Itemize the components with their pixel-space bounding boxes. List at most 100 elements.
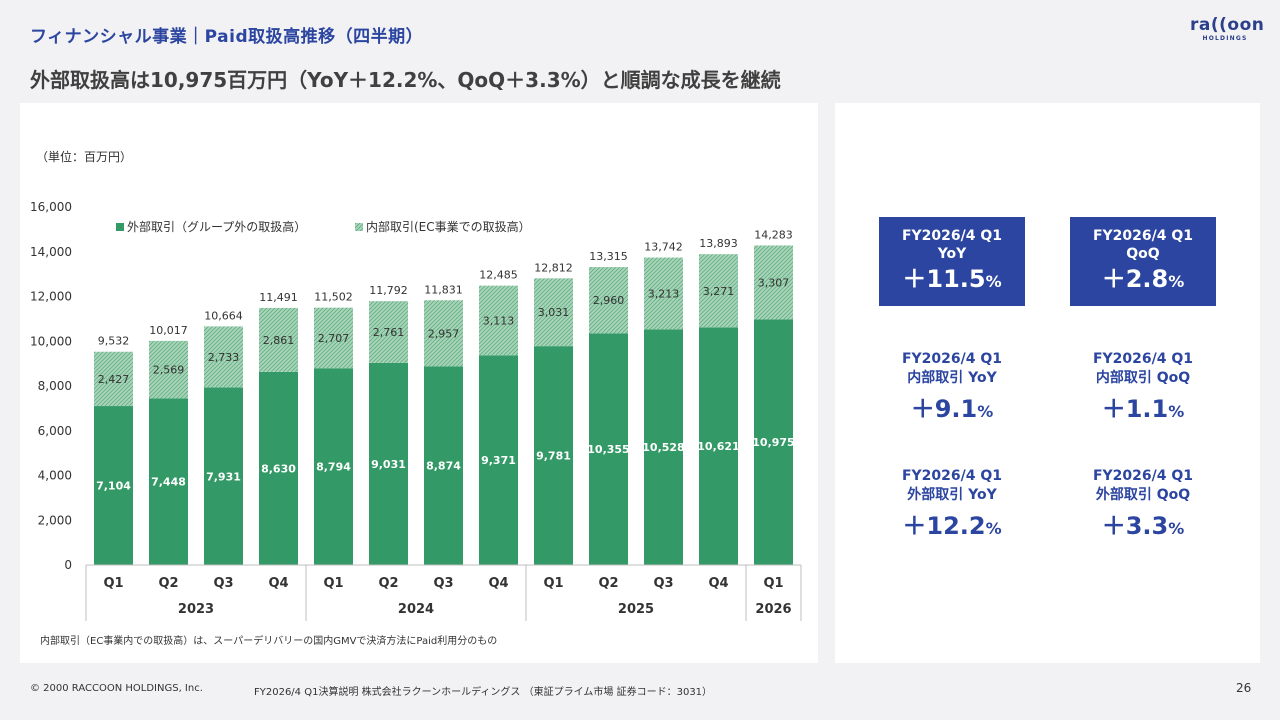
x-tick-label: Q3 (653, 576, 673, 591)
bar-external (369, 362, 408, 565)
data-label-external: 8,630 (261, 462, 296, 475)
kpi-period: FY2026/4 Q1 (901, 468, 1003, 484)
bar-external (589, 333, 628, 565)
data-label-external: 8,794 (316, 461, 351, 474)
kpi-value: ＋2.8% (1101, 265, 1185, 293)
bar-external (699, 327, 738, 565)
x-group-label: 2026 (755, 602, 791, 617)
data-label-total: 11,792 (369, 284, 408, 297)
data-label-total: 13,893 (699, 237, 738, 250)
data-label-total: 11,491 (259, 291, 298, 304)
kpi-value: ＋12.2% (902, 512, 1002, 540)
bar-external (94, 406, 133, 565)
data-label-external: 9,781 (536, 450, 571, 463)
data-label-internal: 2,761 (373, 326, 405, 339)
data-label-external: 7,104 (96, 480, 131, 493)
data-label-total: 12,812 (534, 261, 573, 274)
data-label-internal: 2,707 (318, 332, 350, 345)
data-label-internal: 2,569 (153, 364, 185, 377)
bar-internal (534, 278, 573, 347)
data-label-total: 11,831 (424, 283, 463, 296)
bar-internal (369, 301, 408, 363)
y-tick-label: 0 (64, 558, 72, 572)
data-label-internal: 2,957 (428, 327, 460, 340)
kpi-value: ＋1.1% (1101, 395, 1185, 423)
x-group-label: 2024 (398, 602, 434, 617)
bar-internal (94, 351, 133, 407)
x-tick-label: Q4 (488, 576, 508, 591)
bar-external (534, 346, 573, 565)
x-tick-label: Q4 (268, 576, 288, 591)
kpi-metric: 内部取引 YoY (907, 370, 997, 386)
chart-footnote: 内部取引（EC事業内での取扱高）は、スーパーデリバリーの国内GMVで決済方法にP… (40, 636, 498, 647)
y-tick-label: 2,000 (38, 513, 72, 527)
data-label-total: 13,742 (644, 241, 683, 254)
kpi-period: FY2026/4 Q1 (901, 351, 1003, 367)
bar-internal (479, 285, 518, 356)
y-tick-label: 4,000 (38, 469, 72, 483)
data-label-internal: 3,213 (648, 287, 680, 300)
y-tick-label: 8,000 (38, 379, 72, 393)
kpi-panel (835, 103, 1260, 663)
kpi-total-yoy: FY2026/4 Q1 YoY ＋11.5% (879, 217, 1025, 306)
data-label-internal: 3,031 (538, 306, 570, 319)
logo-wordmark: ra((oon (1190, 15, 1265, 35)
x-tick-label: Q3 (213, 576, 233, 591)
x-group-label: 2025 (618, 602, 654, 617)
logo-subtitle: HOLDINGS (1202, 35, 1248, 42)
y-tick-label: 14,000 (30, 245, 72, 259)
x-tick-label: Q2 (598, 576, 618, 591)
bar-external (149, 398, 188, 565)
data-label-internal: 3,113 (483, 314, 515, 327)
kpi-metric: YoY (937, 246, 967, 262)
kpi-metric: 内部取引 QoQ (1095, 370, 1191, 386)
bar-external (479, 355, 518, 565)
data-label-external: 10,528 (642, 441, 684, 454)
bar-external (204, 387, 243, 565)
x-tick-label: Q2 (378, 576, 398, 591)
kpi-external-qoq: FY2026/4 Q1 外部取引 QoQ ＋3.3% (1053, 467, 1233, 544)
page-number: 26 (1236, 681, 1252, 695)
y-tick-label: 16,000 (30, 200, 72, 214)
kpi-internal-qoq: FY2026/4 Q1 内部取引 QoQ ＋1.1% (1053, 350, 1233, 427)
bar-external (754, 319, 793, 565)
x-tick-label: Q2 (158, 576, 178, 591)
data-label-total: 10,017 (149, 324, 188, 337)
data-label-external: 10,355 (587, 443, 629, 456)
x-tick-label: Q1 (103, 576, 123, 591)
kpi-value: ＋3.3% (1101, 512, 1185, 540)
data-label-external: 10,975 (752, 436, 794, 449)
legend-label-internal: 内部取引(EC事業での取扱高） (366, 219, 531, 234)
kpi-value: ＋11.5% (902, 265, 1002, 293)
x-tick-label: Q4 (708, 576, 728, 591)
data-label-internal: 3,271 (703, 285, 735, 298)
kpi-period: FY2026/4 Q1 (901, 228, 1003, 244)
bar-internal (259, 307, 298, 372)
kpi-metric: 外部取引 QoQ (1095, 487, 1191, 503)
bar-internal (149, 340, 188, 399)
data-label-total: 11,502 (314, 291, 353, 304)
bar-internal (204, 326, 243, 388)
y-tick-label: 6,000 (38, 424, 72, 438)
kpi-period: FY2026/4 Q1 (1092, 468, 1194, 484)
legend-label-external: 外部取引（グループ外の取扱高） (127, 219, 306, 234)
data-label-external: 9,031 (371, 458, 406, 471)
data-label-internal: 2,861 (263, 334, 295, 347)
data-label-total: 12,485 (479, 269, 518, 282)
x-tick-label: Q1 (323, 576, 343, 591)
footer-document-title: FY2026/4 Q1決算説明 株式会社ラクーンホールディングス （東証プライム… (254, 687, 713, 698)
data-label-external: 9,371 (481, 454, 516, 467)
bar-internal (589, 267, 628, 334)
kpi-internal-yoy: FY2026/4 Q1 内部取引 YoY ＋9.1% (862, 350, 1042, 427)
x-tick-label: Q1 (543, 576, 563, 591)
section-title: フィナンシャル事業｜Paid取扱高推移（四半期） (30, 27, 424, 47)
legend-swatch-internal (355, 223, 363, 231)
x-group-label: 2023 (178, 602, 214, 617)
bar-internal (754, 245, 793, 320)
footer-copyright: © 2000 RACCOON HOLDINGS, Inc. (30, 683, 203, 694)
kpi-period: FY2026/4 Q1 (1092, 228, 1194, 244)
x-tick-label: Q3 (433, 576, 453, 591)
kpi-value: ＋9.1% (910, 395, 994, 423)
x-tick-label: Q1 (763, 576, 783, 591)
company-logo: ra((oon HOLDINGS (1190, 15, 1265, 50)
